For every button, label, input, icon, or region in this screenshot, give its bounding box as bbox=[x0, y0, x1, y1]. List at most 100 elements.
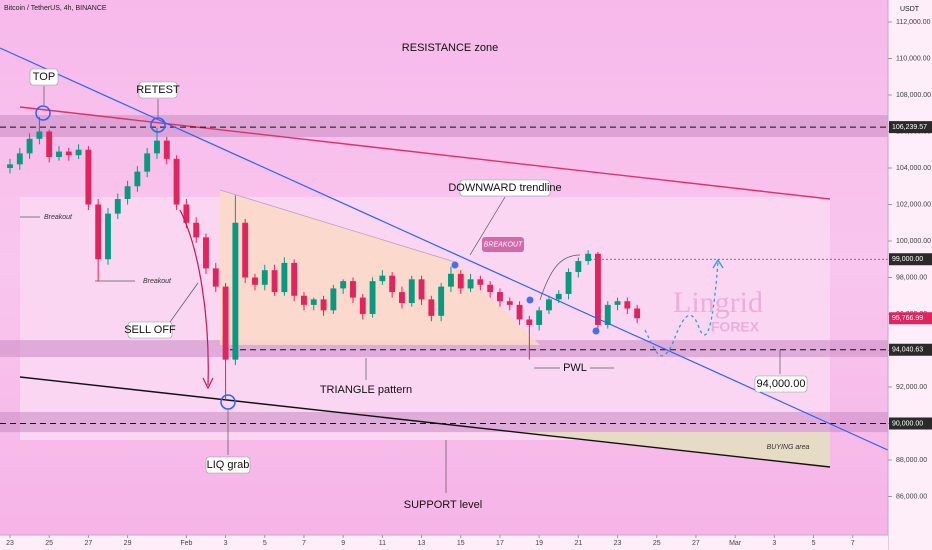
annotation: RESISTANCE zone bbox=[402, 42, 498, 54]
resistance-trendline bbox=[19, 106, 831, 200]
candle-body bbox=[536, 310, 543, 325]
level-label: 90,000.00 bbox=[892, 420, 923, 427]
pointer bbox=[169, 282, 199, 323]
candle-body bbox=[585, 253, 592, 262]
candle-body bbox=[203, 237, 209, 269]
annotation-box bbox=[138, 81, 178, 99]
x-tick-label: 5 bbox=[812, 540, 816, 547]
candle-body bbox=[212, 268, 219, 287]
time-axis bbox=[0, 535, 888, 550]
y-tick-label: 102,000.00 bbox=[896, 201, 931, 208]
x-tick-label: 9 bbox=[341, 540, 345, 547]
candle-body bbox=[154, 140, 160, 154]
candle-body bbox=[163, 140, 170, 159]
candle-body bbox=[26, 138, 33, 154]
annotation-box bbox=[754, 375, 808, 393]
x-tick-label: 23 bbox=[6, 540, 14, 547]
x-tick-label: 5 bbox=[263, 540, 267, 547]
price-axis bbox=[888, 0, 932, 550]
y-tick-label: 88,000.00 bbox=[896, 457, 927, 464]
x-tick-label: 11 bbox=[379, 540, 386, 547]
candle-body bbox=[65, 151, 72, 156]
x-tick-label: 25 bbox=[653, 540, 661, 547]
candle-body bbox=[487, 284, 494, 293]
candle-body bbox=[242, 222, 249, 278]
x-tick-label: 3 bbox=[772, 540, 776, 547]
y-tick-label: 112,000.00 bbox=[896, 19, 931, 26]
zone bbox=[0, 411, 888, 433]
candle-body bbox=[506, 301, 513, 305]
x-tick-label: 29 bbox=[124, 540, 132, 547]
touch-points bbox=[451, 261, 600, 335]
candle-body bbox=[634, 308, 641, 319]
x-tick-label: 27 bbox=[692, 540, 700, 547]
candle-body bbox=[526, 319, 533, 325]
candle-body bbox=[56, 151, 62, 158]
x-tick-label: 15 bbox=[457, 540, 465, 547]
x-tick-label: Mar bbox=[729, 540, 742, 547]
candle-body bbox=[320, 299, 327, 311]
candle-body bbox=[516, 304, 523, 320]
y-tick-label: 86,000.00 bbox=[896, 493, 927, 500]
candle-body bbox=[457, 273, 464, 289]
breakout-arrow bbox=[539, 254, 581, 301]
candle-body bbox=[291, 262, 298, 296]
candle-body bbox=[595, 253, 601, 325]
candle-body bbox=[193, 222, 200, 238]
candle-body bbox=[418, 279, 425, 300]
y-tick-label: 92,000.00 bbox=[896, 384, 927, 391]
candle-body bbox=[555, 293, 562, 300]
candle-body bbox=[448, 273, 454, 287]
candle-body bbox=[389, 275, 396, 293]
level-label-bg bbox=[889, 121, 932, 134]
chart-header: Bitcoin / TetherUS, 4h, BINANCE bbox=[4, 5, 107, 12]
candle-body bbox=[281, 262, 288, 293]
x-tick-label: 21 bbox=[574, 540, 582, 547]
candle-body bbox=[271, 270, 278, 293]
candle-body bbox=[477, 279, 484, 285]
candle-body bbox=[428, 299, 435, 316]
level-label-bg bbox=[889, 343, 932, 356]
annotation: BUYING area bbox=[767, 444, 810, 451]
level-label-bg bbox=[889, 253, 932, 266]
triangle-pattern bbox=[220, 190, 540, 345]
candle-body bbox=[614, 301, 621, 305]
candle-body bbox=[85, 149, 92, 205]
annotation: LIQ grab bbox=[207, 459, 250, 471]
projection-arrow bbox=[712, 258, 724, 269]
touch-point bbox=[526, 296, 534, 304]
touch-point bbox=[592, 327, 600, 335]
candle-body bbox=[497, 292, 503, 302]
candle-body bbox=[340, 281, 347, 289]
candle-body bbox=[575, 261, 582, 273]
x-tick-label: 17 bbox=[496, 540, 504, 547]
candle-body bbox=[183, 204, 190, 223]
candle-body bbox=[105, 213, 111, 260]
annotation: SELL OFF bbox=[124, 324, 176, 336]
x-tick-label: 13 bbox=[418, 540, 426, 547]
level-label: 99,000.00 bbox=[892, 256, 923, 263]
candle-body bbox=[350, 281, 356, 298]
candle-body bbox=[438, 286, 445, 316]
x-tick-label: 25 bbox=[45, 540, 53, 547]
y-tick-label: 110,000.00 bbox=[896, 55, 931, 62]
candle-body bbox=[222, 286, 229, 360]
candle-body bbox=[7, 164, 13, 168]
candle-body bbox=[144, 153, 151, 172]
annotation-box bbox=[29, 68, 59, 86]
annotation-box bbox=[205, 456, 251, 474]
annotation: SUPPORT level bbox=[404, 499, 482, 511]
candle-body bbox=[252, 277, 258, 285]
sell-off-arrowhead bbox=[202, 377, 214, 390]
candle-body bbox=[565, 272, 572, 294]
candle-body bbox=[301, 295, 307, 305]
candle-body bbox=[408, 279, 415, 304]
watermark-title: Lingrid bbox=[673, 286, 763, 319]
level-label: 94,040.63 bbox=[892, 347, 923, 354]
x-tick-label: 3 bbox=[224, 540, 228, 547]
currency-label: USDT bbox=[900, 6, 920, 13]
x-tick-label: 7 bbox=[302, 540, 306, 547]
candle-body bbox=[624, 301, 631, 309]
annotation: DOWNWARD trendline bbox=[448, 182, 561, 194]
